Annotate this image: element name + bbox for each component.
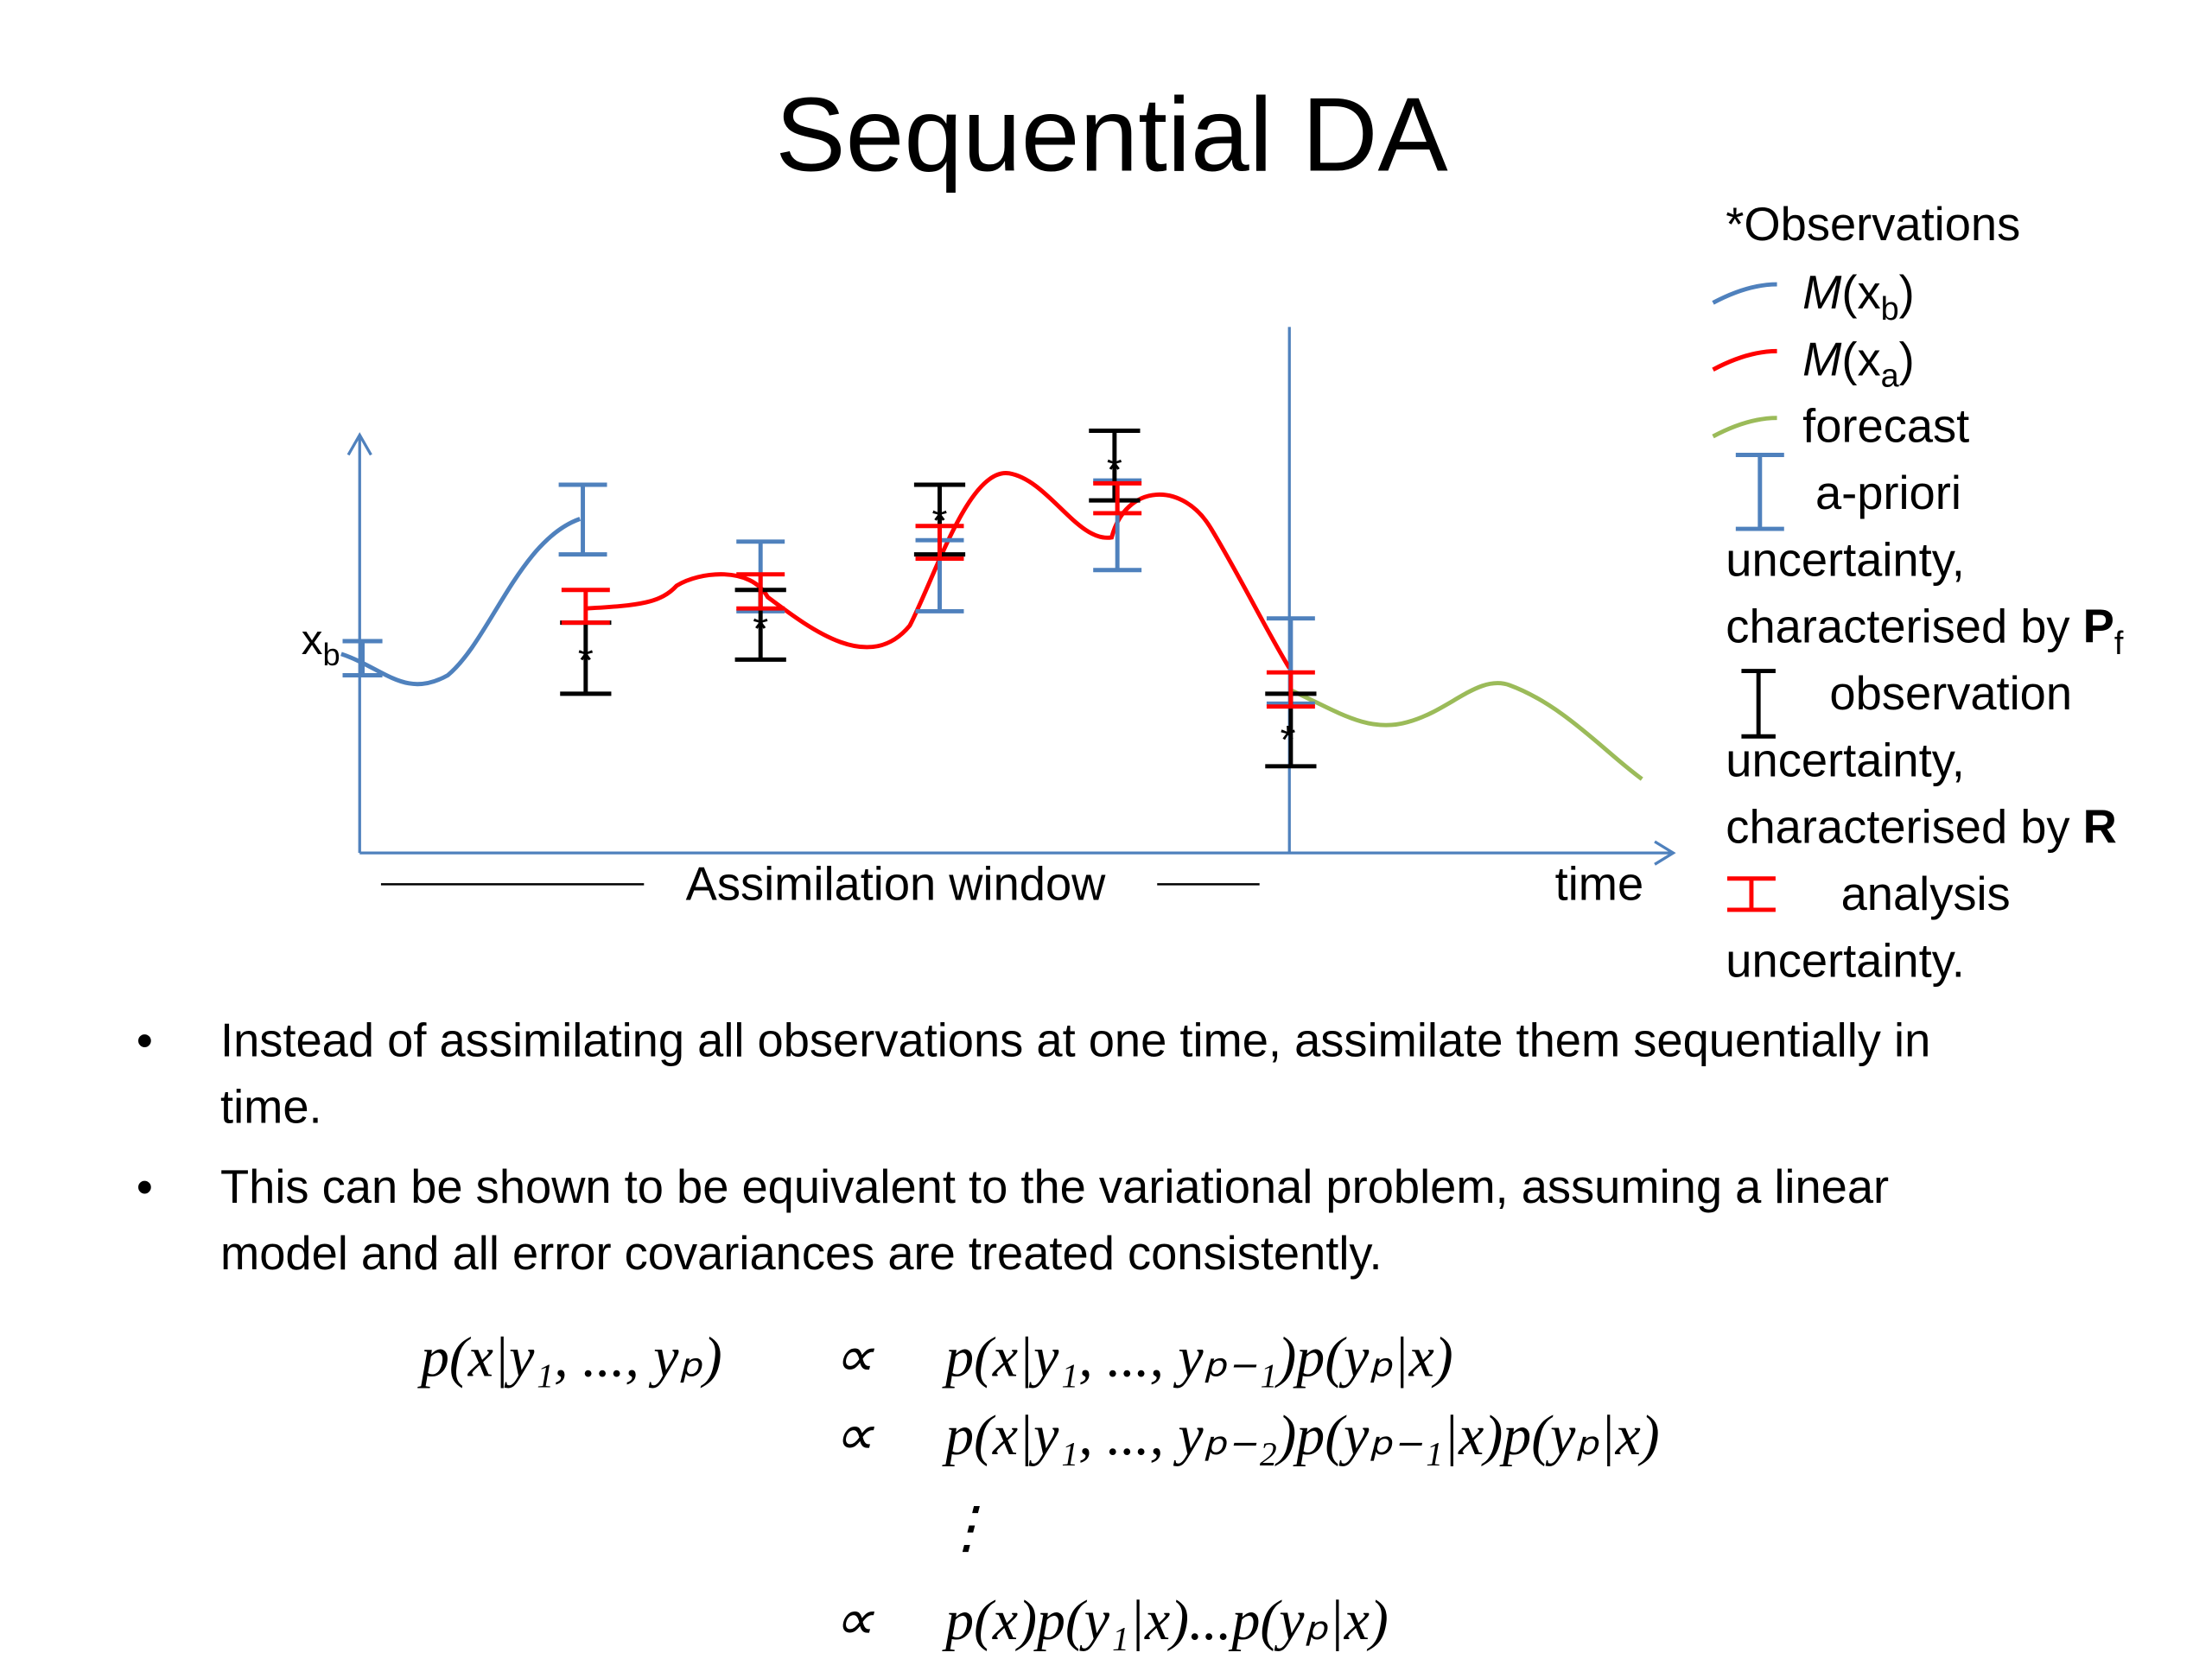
observation-star: * <box>1107 447 1122 492</box>
legend-text: uncertainty, <box>1726 533 1965 586</box>
bullet-line: model and all error covariances are trea… <box>220 1227 1382 1280</box>
legend-sub: a <box>1881 359 1900 395</box>
equation-rhs: p(x|y₁, ..., yₚ₋₁)p(yₚ|x) <box>942 1326 1453 1389</box>
legend-item: forecast <box>1802 400 1969 453</box>
axes <box>346 327 1676 866</box>
legend-bold: R <box>2083 801 2117 854</box>
label-text: x <box>302 616 323 664</box>
observation-star: * <box>932 499 948 543</box>
equation-rhs: p(x|y₁, ..., yₚ₋₂)p(yₚ₋₁|x)p(yₚ|x) <box>942 1404 1660 1467</box>
legend-swatch <box>1712 282 1777 305</box>
legend-text: analysis <box>1841 868 2011 920</box>
bullets: • Instead of assimilating all observatio… <box>137 1014 1930 1280</box>
title: Sequential DA <box>775 75 1447 193</box>
label-sub: b <box>322 637 340 672</box>
legend-swatch <box>1712 348 1777 372</box>
equation-lhs: p(x|y₁, ..., yₚ) <box>417 1326 722 1389</box>
legend-text: M <box>1802 333 1842 385</box>
analysis-curve <box>585 471 1292 670</box>
legend-text: characterised by <box>1726 601 2082 653</box>
error-bars: * * * * * <box>342 429 1784 912</box>
equation-rel: ∝ <box>833 1404 874 1467</box>
equation-rel: ∝ <box>833 1589 874 1652</box>
legend-text: (x <box>1841 266 1880 319</box>
equation-dots: ⋮ <box>938 1497 995 1560</box>
legend-bold: P <box>2083 601 2114 653</box>
bullet-symbol: • <box>137 1014 153 1066</box>
legend-text: a-priori <box>1815 467 1961 519</box>
equation: p(x|y₁, ..., yₚ) ∝ p(x|y₁, ..., yₚ₋₁)p(y… <box>417 1326 1660 1652</box>
curves <box>340 471 1643 781</box>
legend-text: uncertainty. <box>1726 934 1965 987</box>
legend-text: characterised by Pf <box>1726 601 2124 662</box>
legend-item: M(xa) <box>1802 333 1915 394</box>
equation-rel: ∝ <box>833 1326 874 1389</box>
bullet-line: This can be shown to be equivalent to th… <box>220 1160 1889 1213</box>
bullet-line: Instead of assimilating all observations… <box>220 1014 1930 1066</box>
window-label: Assimilation window <box>686 857 1106 910</box>
legend-text: ) <box>1899 333 1915 385</box>
bullet-symbol: • <box>137 1160 153 1213</box>
legend: *Observations M(xb) M(xa) forecast a-pri… <box>1712 198 2124 987</box>
legend-text: characterised by <box>1726 801 2082 854</box>
legend-text: characterised by R <box>1726 801 2117 854</box>
legend-observations: *Observations <box>1726 198 2020 251</box>
forecast-curve <box>1288 681 1643 781</box>
bullet-line: time. <box>220 1081 322 1134</box>
equation-rhs: p(x)p(y₁|x)...p(yₚ|x) <box>942 1589 1389 1652</box>
legend-sub: f <box>2114 626 2124 662</box>
legend-text: (x <box>1841 333 1880 385</box>
observation-star: * <box>1281 717 1296 762</box>
legend-swatch <box>1712 416 1777 439</box>
legend-text: M <box>1802 266 1842 319</box>
legend-text: uncertainty, <box>1726 734 1965 786</box>
y-label: xb <box>302 616 340 672</box>
legend-sub: b <box>1881 291 1899 327</box>
observation-star: * <box>753 607 768 652</box>
background-curve <box>340 517 582 687</box>
arrow <box>1654 840 1676 866</box>
legend-item: M(xb) <box>1802 266 1915 327</box>
arrow <box>346 432 372 456</box>
time-label: time <box>1555 857 1644 910</box>
legend-text: ) <box>1899 266 1915 319</box>
legend-text: observation <box>1829 667 2072 720</box>
observation-star: * <box>578 638 594 683</box>
